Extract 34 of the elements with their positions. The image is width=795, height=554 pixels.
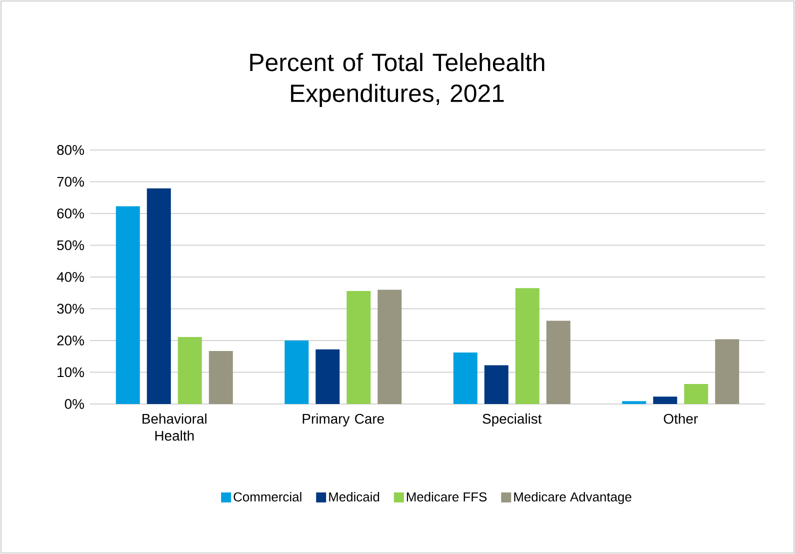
bar — [316, 349, 340, 404]
bar — [622, 401, 646, 404]
bar — [116, 206, 140, 404]
chart-title: Percent of Total Telehealth Expenditures, 2021 — [250, 52, 544, 108]
bar — [715, 339, 740, 404]
bar — [146, 188, 171, 404]
x-tick-label: Primary Care — [302, 414, 384, 426]
bar — [284, 340, 309, 404]
x-tick-label: Behavioral Health — [142, 414, 206, 441]
bar — [178, 336, 202, 404]
legend-label: Medicare FFS — [406, 492, 487, 502]
y-tick-label: 20% — [57, 336, 84, 346]
x-tick-label: Other — [664, 414, 698, 424]
legend-label: Medicare Advantage — [514, 492, 632, 504]
bar — [484, 365, 508, 404]
bar — [208, 350, 233, 404]
y-tick-label: 60% — [57, 208, 84, 218]
y-tick-label: 50% — [57, 240, 84, 250]
bar — [515, 288, 540, 404]
legend-label: Medicaid — [329, 492, 380, 502]
y-tick-label: 80% — [57, 145, 84, 155]
y-tick-label: 0% — [64, 399, 84, 409]
x-tick-label: Specialist — [482, 414, 542, 426]
bar — [378, 290, 402, 404]
bar — [546, 320, 570, 404]
y-tick-label: 10% — [58, 367, 84, 378]
y-tick-label: 30% — [57, 304, 84, 314]
legend-label: Commercial — [234, 492, 302, 502]
bar — [684, 384, 708, 404]
y-tick-label: 70% — [57, 176, 84, 187]
bar — [453, 352, 478, 404]
bar — [346, 290, 371, 404]
y-tick-label: 40% — [56, 272, 84, 282]
bar — [653, 396, 678, 404]
